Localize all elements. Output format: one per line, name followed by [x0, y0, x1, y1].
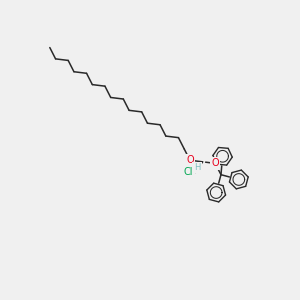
Text: O: O [212, 158, 219, 168]
Text: Cl: Cl [184, 167, 194, 178]
Text: H: H [194, 163, 200, 172]
Text: O: O [186, 155, 194, 165]
